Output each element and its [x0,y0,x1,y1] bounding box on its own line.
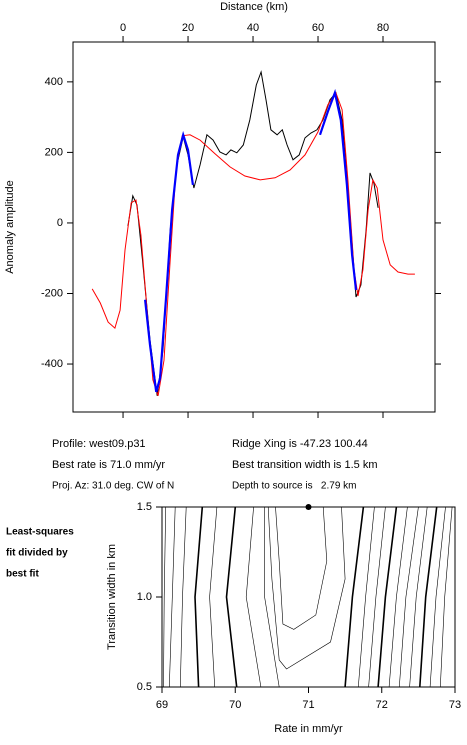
contour-line [264,507,280,688]
contour-line [163,506,166,688]
x-tick-label: 0 [120,22,126,34]
contour-line [267,506,346,670]
contour-line [368,506,386,688]
y-tick-label: 1.5 [137,501,152,513]
contour-line [245,506,262,688]
y-tick-label: 0.5 [137,681,152,693]
contour-line [429,506,446,688]
y-tick-label: 200 [45,146,63,158]
y-axis-label: Transition width in km [106,544,118,650]
x-tick-label: 80 [377,22,389,34]
x-tick-label: 72 [376,699,388,711]
x-tick-label: 60 [312,22,324,34]
contour-line [419,506,438,688]
x-axis-label: Rate in mm/yr [274,723,343,735]
note: best fit [6,569,39,580]
y-tick-label: -200 [41,287,63,299]
data-line [144,88,358,393]
x-tick-label: 71 [302,699,314,711]
x-tick-label: 70 [229,699,241,711]
contour-line [399,506,419,688]
contour-line [180,506,187,688]
y-tick-label: 1.0 [137,591,152,603]
y-axis-label: Anomaly amplitude [4,180,16,274]
info-text: Depth to source is 2.79 km [232,481,357,492]
note: Least-squares [6,527,74,538]
plot-frame [72,41,436,413]
contour-line [194,506,204,688]
y-tick-label: 400 [45,76,63,88]
info-text: Ridge Xing is -47.23 100.44 [232,438,368,450]
x-tick-label: 40 [247,22,259,34]
x-tick-label: 69 [156,699,168,711]
info-text: Proj. Az: 31.0 deg. CW of N [52,481,174,492]
contour-line [344,506,365,688]
contour-line [209,506,218,688]
contour-line [377,506,398,688]
info-text: Best rate is 71.0 mm/yr [52,459,165,471]
contour-line [358,506,375,688]
contour-line [275,506,328,630]
y-tick-label: 0 [57,217,63,229]
info-text: Profile: west09.p31 [52,438,146,450]
contour-line [440,506,453,688]
contour-line [409,506,428,688]
note: fit divided by [6,548,68,559]
x-axis-label: Distance (km) [220,1,288,13]
contour-line [169,506,176,688]
contour-line [388,506,408,688]
best-fit-point [305,504,312,510]
plot-frame [161,506,456,688]
x-tick-label: 20 [182,22,194,34]
contour-line [225,506,238,688]
info-text: Best transition width is 1.5 km [232,459,378,471]
data-line [91,91,415,396]
y-tick-label: -400 [41,358,63,370]
x-tick-label: 73 [449,699,461,711]
